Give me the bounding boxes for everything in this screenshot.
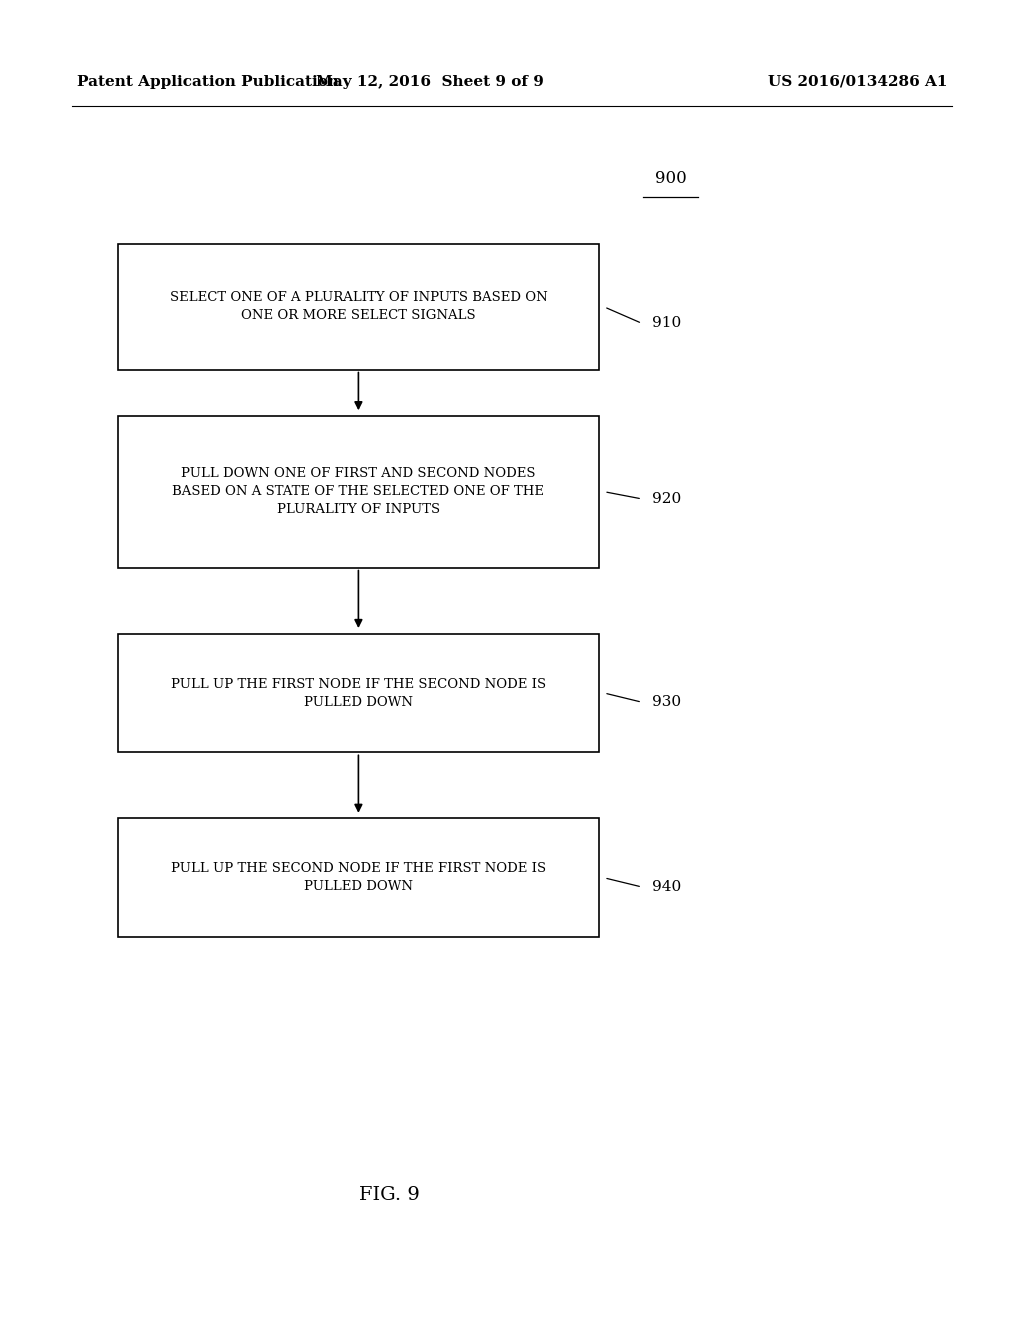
Text: 900: 900 (654, 170, 687, 186)
FancyBboxPatch shape (118, 634, 599, 752)
Text: PULL DOWN ONE OF FIRST AND SECOND NODES
BASED ON A STATE OF THE SELECTED ONE OF : PULL DOWN ONE OF FIRST AND SECOND NODES … (172, 467, 545, 516)
Text: PULL UP THE SECOND NODE IF THE FIRST NODE IS
PULLED DOWN: PULL UP THE SECOND NODE IF THE FIRST NOD… (171, 862, 546, 894)
FancyBboxPatch shape (118, 416, 599, 568)
FancyBboxPatch shape (118, 818, 599, 937)
Text: 910: 910 (652, 317, 682, 330)
Text: US 2016/0134286 A1: US 2016/0134286 A1 (768, 75, 947, 88)
Text: 930: 930 (652, 696, 681, 709)
Text: Patent Application Publication: Patent Application Publication (77, 75, 339, 88)
Text: 940: 940 (652, 880, 682, 894)
Text: 920: 920 (652, 492, 682, 506)
Text: PULL UP THE FIRST NODE IF THE SECOND NODE IS
PULLED DOWN: PULL UP THE FIRST NODE IF THE SECOND NOD… (171, 677, 546, 709)
Text: May 12, 2016  Sheet 9 of 9: May 12, 2016 Sheet 9 of 9 (316, 75, 544, 88)
Text: FIG. 9: FIG. 9 (358, 1185, 420, 1204)
Text: SELECT ONE OF A PLURALITY OF INPUTS BASED ON
ONE OR MORE SELECT SIGNALS: SELECT ONE OF A PLURALITY OF INPUTS BASE… (170, 292, 547, 322)
FancyBboxPatch shape (118, 244, 599, 370)
